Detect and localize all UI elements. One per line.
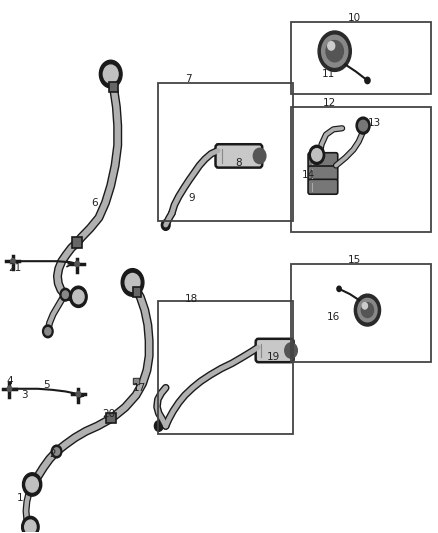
Text: 7: 7	[185, 75, 192, 84]
FancyBboxPatch shape	[308, 179, 338, 194]
Circle shape	[42, 325, 53, 338]
Text: 11: 11	[321, 69, 335, 79]
Text: 1: 1	[17, 492, 24, 503]
Text: 3: 3	[21, 390, 28, 400]
Text: 15: 15	[348, 255, 361, 265]
Circle shape	[60, 288, 71, 301]
Circle shape	[26, 477, 39, 492]
Circle shape	[356, 117, 370, 134]
Circle shape	[318, 31, 351, 71]
Circle shape	[53, 448, 60, 455]
Text: 9: 9	[189, 193, 195, 204]
Text: 14: 14	[302, 170, 315, 180]
FancyBboxPatch shape	[256, 339, 293, 362]
Text: 5: 5	[43, 379, 50, 390]
Circle shape	[70, 286, 87, 308]
Circle shape	[328, 42, 335, 50]
Circle shape	[354, 294, 381, 326]
Circle shape	[73, 290, 84, 304]
Circle shape	[154, 421, 163, 431]
Circle shape	[25, 520, 36, 533]
Circle shape	[75, 261, 79, 266]
Bar	[291, 22, 431, 94]
Bar	[158, 83, 293, 221]
Circle shape	[76, 391, 81, 397]
Circle shape	[161, 220, 170, 230]
FancyBboxPatch shape	[308, 153, 338, 167]
Text: 17: 17	[133, 383, 146, 393]
Circle shape	[362, 303, 367, 309]
Circle shape	[337, 286, 341, 292]
Bar	[72, 237, 82, 248]
Circle shape	[22, 473, 42, 496]
Text: 20: 20	[102, 409, 116, 419]
FancyBboxPatch shape	[308, 166, 338, 181]
Circle shape	[309, 146, 325, 165]
Text: 12: 12	[322, 98, 336, 108]
Circle shape	[125, 273, 140, 292]
Bar	[291, 107, 431, 232]
Text: 21: 21	[8, 263, 21, 272]
Circle shape	[326, 41, 343, 62]
Text: 13: 13	[367, 118, 381, 128]
Text: 18: 18	[185, 294, 198, 304]
Circle shape	[361, 303, 374, 318]
Circle shape	[45, 328, 51, 335]
Circle shape	[99, 60, 122, 88]
Circle shape	[358, 298, 377, 322]
Text: 4: 4	[6, 376, 13, 386]
Bar	[291, 264, 431, 362]
Circle shape	[51, 445, 62, 458]
Text: 16: 16	[327, 312, 340, 322]
Text: 2: 2	[49, 449, 56, 458]
Circle shape	[365, 77, 370, 84]
Circle shape	[321, 35, 348, 67]
Circle shape	[359, 120, 367, 131]
FancyBboxPatch shape	[215, 144, 262, 167]
Bar	[158, 301, 293, 434]
Circle shape	[253, 148, 266, 164]
Circle shape	[103, 65, 118, 83]
Text: 10: 10	[348, 13, 361, 23]
Circle shape	[312, 149, 322, 161]
Bar	[106, 413, 116, 423]
Text: 6: 6	[91, 198, 98, 208]
Text: 19: 19	[267, 352, 280, 362]
Text: 8: 8	[235, 158, 242, 168]
Circle shape	[62, 291, 68, 298]
Circle shape	[21, 516, 39, 533]
Circle shape	[121, 269, 144, 296]
Bar	[109, 82, 118, 92]
Circle shape	[7, 386, 12, 391]
Circle shape	[11, 259, 15, 264]
Circle shape	[285, 343, 297, 358]
Bar	[133, 287, 141, 297]
